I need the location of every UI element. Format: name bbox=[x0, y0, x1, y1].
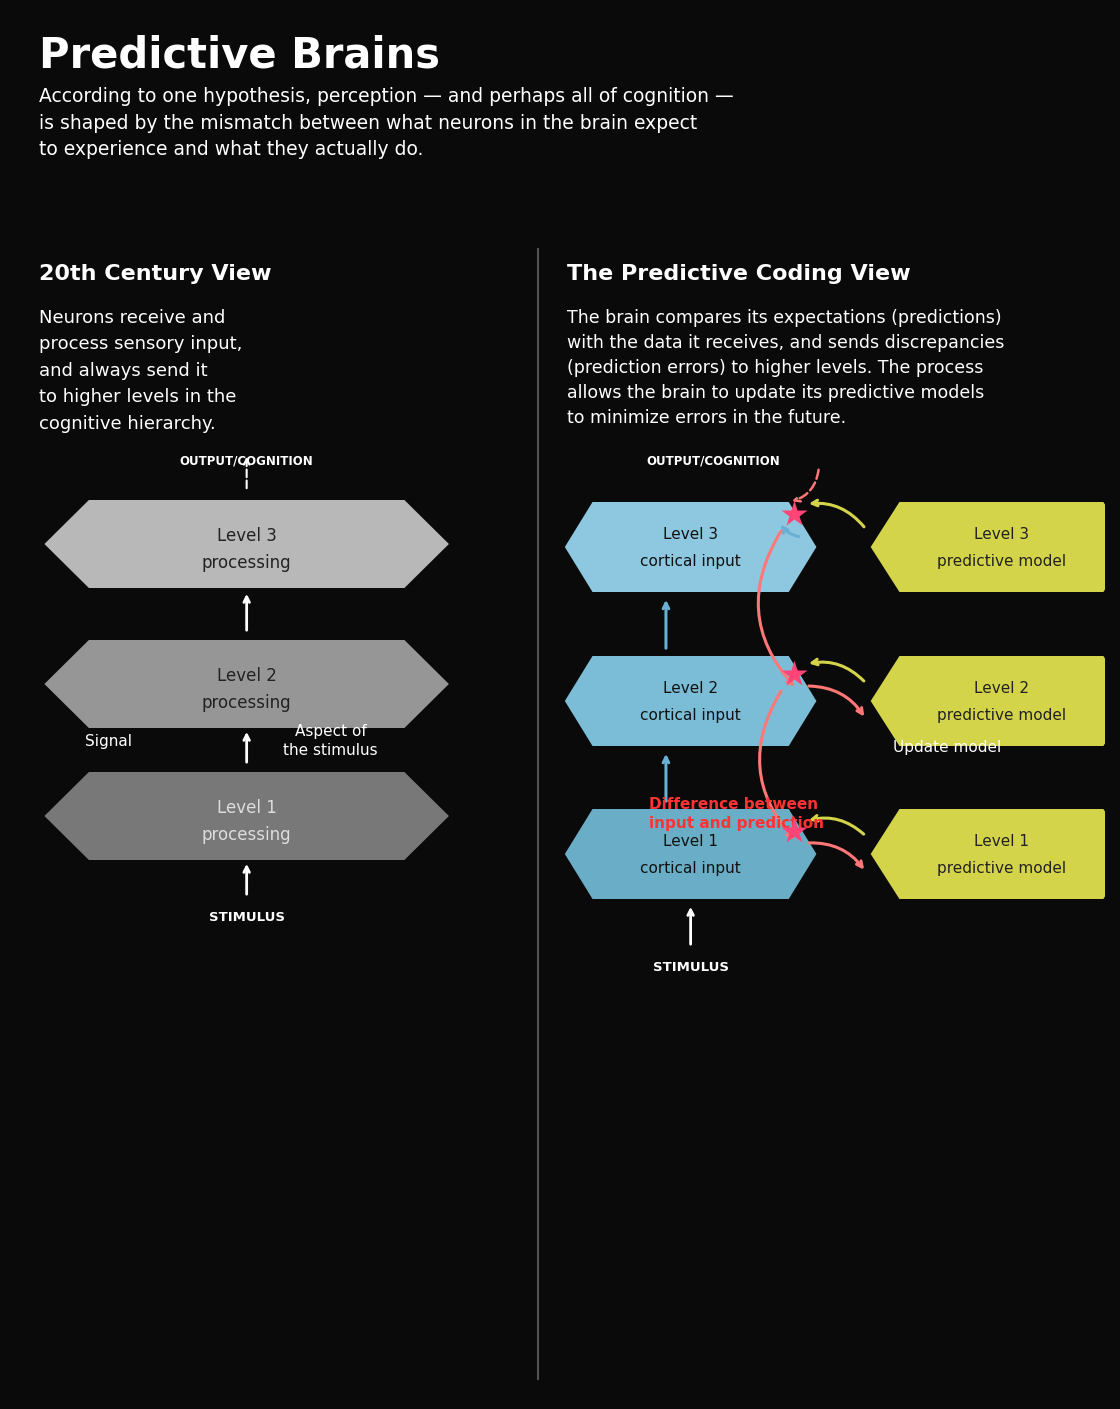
Text: processing: processing bbox=[202, 695, 291, 712]
Text: Aspect of
the stimulus: Aspect of the stimulus bbox=[283, 724, 377, 758]
Text: Update model: Update model bbox=[893, 740, 1001, 754]
Text: Difference between
input and prediction: Difference between input and prediction bbox=[650, 797, 824, 831]
Text: Level 1: Level 1 bbox=[974, 834, 1029, 848]
Polygon shape bbox=[564, 502, 816, 592]
Text: predictive model: predictive model bbox=[936, 707, 1066, 723]
Polygon shape bbox=[45, 772, 449, 859]
Text: OUTPUT/COGNITION: OUTPUT/COGNITION bbox=[646, 454, 780, 466]
Text: Neurons receive and
process sensory input,
and always send it
to higher levels i: Neurons receive and process sensory inpu… bbox=[39, 309, 243, 433]
Text: processing: processing bbox=[202, 554, 291, 572]
Text: According to one hypothesis, perception — and perhaps all of cognition —
is shap: According to one hypothesis, perception … bbox=[39, 87, 734, 159]
Polygon shape bbox=[870, 502, 1120, 592]
Text: Level 3: Level 3 bbox=[974, 527, 1029, 541]
Text: The Predictive Coding View: The Predictive Coding View bbox=[568, 263, 911, 285]
Text: 20th Century View: 20th Century View bbox=[39, 263, 272, 285]
Polygon shape bbox=[45, 500, 449, 588]
Text: Signal: Signal bbox=[85, 734, 132, 748]
Text: Level 2: Level 2 bbox=[663, 681, 718, 696]
Text: Level 3: Level 3 bbox=[216, 527, 277, 545]
Text: STIMULUS: STIMULUS bbox=[653, 961, 729, 974]
Polygon shape bbox=[564, 809, 816, 899]
Text: processing: processing bbox=[202, 826, 291, 844]
Text: Level 1: Level 1 bbox=[663, 834, 718, 848]
Text: Level 2: Level 2 bbox=[216, 666, 277, 685]
Text: cortical input: cortical input bbox=[641, 861, 741, 875]
Polygon shape bbox=[870, 657, 1120, 745]
Text: predictive model: predictive model bbox=[936, 554, 1066, 568]
Text: OUTPUT/COGNITION: OUTPUT/COGNITION bbox=[180, 454, 314, 466]
Text: predictive model: predictive model bbox=[936, 861, 1066, 875]
Text: Level 3: Level 3 bbox=[663, 527, 718, 541]
Text: cortical input: cortical input bbox=[641, 707, 741, 723]
Text: STIMULUS: STIMULUS bbox=[208, 912, 284, 924]
Polygon shape bbox=[564, 657, 816, 745]
Text: Predictive Brains: Predictive Brains bbox=[39, 34, 440, 76]
Polygon shape bbox=[45, 640, 449, 728]
Text: Level 2: Level 2 bbox=[974, 681, 1029, 696]
Text: Level 1: Level 1 bbox=[216, 799, 277, 817]
Polygon shape bbox=[870, 809, 1120, 899]
Text: cortical input: cortical input bbox=[641, 554, 741, 568]
Text: The brain compares its expectations (predictions)
with the data it receives, and: The brain compares its expectations (pre… bbox=[568, 309, 1005, 427]
